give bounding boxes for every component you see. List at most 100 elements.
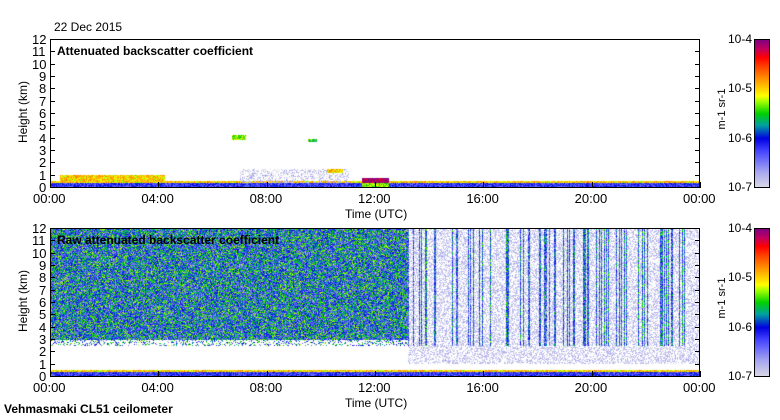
- y-tick-right: [695, 376, 700, 377]
- y-tick-label: 5: [39, 118, 47, 134]
- y-tick-label: 8: [39, 270, 47, 286]
- y-tick-right: [695, 162, 700, 164]
- colorbar-tick-label: 10-6: [728, 131, 752, 145]
- y-tick: [50, 113, 55, 114]
- y-tick: [50, 265, 55, 266]
- y-tick: [50, 162, 55, 164]
- y-tick: [50, 363, 55, 365]
- y-axis-label: Height (km): [16, 270, 30, 333]
- x-tick-label: 12:00: [358, 380, 391, 395]
- colorbar-tick-label: 10-7: [728, 180, 752, 194]
- x-tick: [158, 182, 160, 188]
- colorbar-tick-label: 10-4: [728, 221, 752, 235]
- heatmap-canvas: [51, 40, 699, 187]
- colorbar-tick-text: 10-5: [728, 81, 753, 96]
- colorbar-label: m-1 sr-1: [716, 88, 728, 130]
- y-tick-right: [695, 174, 700, 176]
- y-tick: [50, 326, 55, 328]
- y-tick: [50, 339, 55, 340]
- x-tick: [483, 182, 485, 188]
- colorbar-tick-text: 10-7: [728, 369, 753, 383]
- y-tick: [50, 63, 55, 65]
- y-tick-right: [695, 100, 700, 102]
- x-axis-label: Time (UTC): [345, 207, 408, 221]
- y-tick-label: 7: [39, 282, 47, 298]
- y-tick-right: [695, 302, 700, 303]
- x-tick: [591, 371, 593, 377]
- y-tick-right: [695, 351, 700, 353]
- y-tick-right: [695, 125, 700, 127]
- colorbar-tick-text: 10-4: [728, 221, 753, 235]
- heatmap-canvas: [51, 229, 699, 376]
- y-tick: [50, 76, 55, 77]
- x-tick-label: 04:00: [141, 191, 174, 206]
- y-tick-label: 7: [39, 93, 47, 109]
- y-tick-label: 5: [39, 307, 47, 323]
- y-tick-label: 4: [39, 319, 47, 335]
- heatmap-plot-attenuated: Attenuated backscatter coefficient: [50, 39, 700, 188]
- y-tick-right: [695, 113, 700, 114]
- y-tick-right: [695, 326, 700, 328]
- y-tick-label: 9: [39, 258, 47, 273]
- x-tick-label: 12:00: [358, 191, 391, 206]
- y-tick-right: [695, 314, 700, 316]
- plot-title: Attenuated backscatter coefficient: [57, 44, 254, 58]
- y-tick: [50, 100, 55, 102]
- y-tick-label: 11: [32, 44, 46, 60]
- y-tick-label: 2: [39, 155, 47, 171]
- instrument-label: Vehmasmaki CL51 ceilometer: [4, 402, 173, 416]
- colorbar-tick-label: 10-5: [728, 270, 752, 284]
- y-tick-right: [695, 63, 700, 65]
- x-tick-label: 08:00: [249, 191, 283, 206]
- y-tick-right: [695, 88, 700, 90]
- y-tick-right: [695, 76, 700, 77]
- x-tick: [591, 182, 593, 188]
- y-tick: [50, 88, 55, 90]
- y-tick-right: [695, 51, 700, 53]
- y-tick: [50, 187, 55, 188]
- y-tick: [50, 289, 55, 291]
- y-tick-right: [695, 228, 700, 229]
- x-tick-label: 00:00: [683, 380, 716, 395]
- y-tick-label: 12: [32, 32, 47, 47]
- date-label: 22 Dec 2015: [54, 20, 123, 34]
- colorbar-tick-text: 10-6: [728, 130, 753, 145]
- heatmap-plot-raw: Raw attenuated backscatter coefficient: [50, 228, 700, 377]
- y-tick-right: [695, 240, 700, 242]
- y-tick-label: 10: [32, 56, 47, 72]
- x-tick: [50, 182, 51, 188]
- x-tick-label: 16:00: [466, 380, 499, 395]
- colorbar: [754, 39, 770, 188]
- x-tick-label: 08:00: [249, 380, 283, 395]
- y-tick-label: 0: [39, 369, 47, 384]
- y-tick-right: [695, 137, 700, 139]
- y-tick: [50, 314, 55, 316]
- y-tick-right: [695, 277, 700, 279]
- y-tick-right: [695, 187, 700, 188]
- x-tick: [158, 371, 160, 377]
- x-tick: [483, 371, 485, 377]
- y-tick-right: [695, 252, 700, 254]
- y-tick: [50, 277, 55, 279]
- y-tick: [50, 39, 55, 40]
- colorbar-tick-label: 10-4: [728, 32, 752, 46]
- y-tick: [50, 51, 55, 53]
- colorbar-tick-label: 10-6: [728, 320, 752, 334]
- y-tick: [50, 137, 55, 139]
- colorbar-tick-text: 10-7: [728, 180, 753, 194]
- y-tick-label: 4: [39, 130, 47, 146]
- colorbar-tick-label: 10-5: [728, 81, 752, 95]
- y-tick-right: [695, 39, 700, 40]
- x-tick-label: 04:00: [141, 380, 174, 395]
- y-tick-label: 1: [39, 356, 47, 372]
- y-tick-label: 10: [32, 245, 47, 261]
- x-tick: [266, 182, 268, 188]
- y-tick: [50, 351, 55, 353]
- y-tick: [50, 150, 55, 151]
- x-tick: [700, 371, 701, 377]
- x-tick: [50, 371, 51, 377]
- x-tick-label: 00:00: [33, 380, 66, 395]
- y-tick: [50, 174, 55, 176]
- colorbar-tick-label: 10-7: [728, 369, 752, 383]
